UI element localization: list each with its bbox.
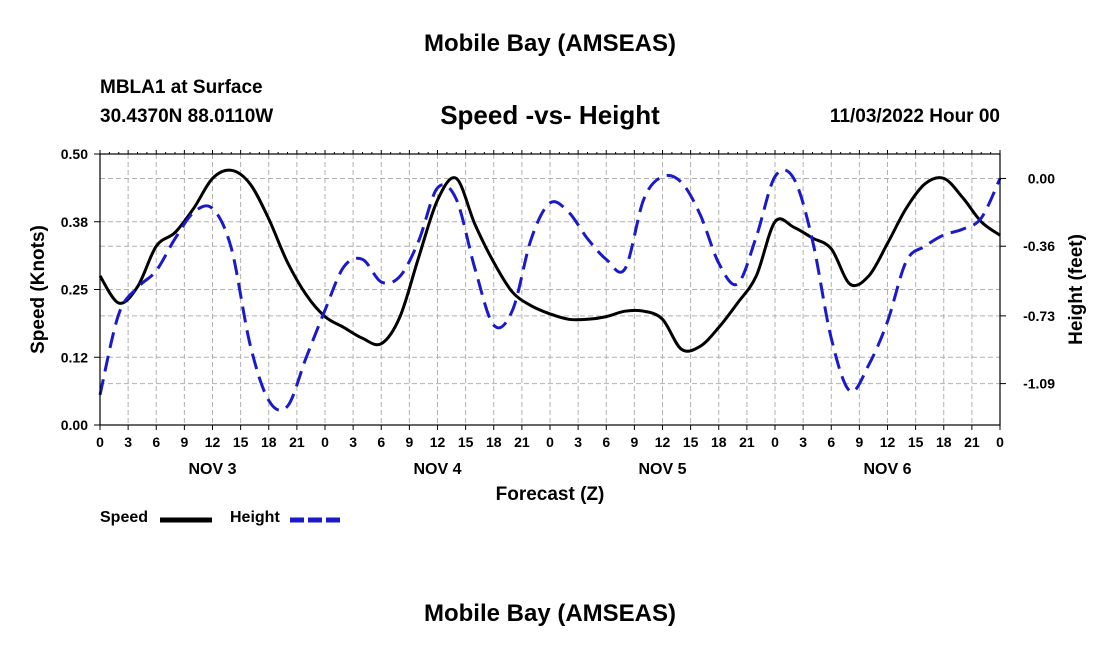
x-tick-label: 6 <box>827 434 835 450</box>
x-tick-label: 21 <box>964 434 980 450</box>
y2-tick-label: 0.00 <box>1028 170 1055 186</box>
series-group <box>98 168 1002 412</box>
x-tick-label: 18 <box>486 434 502 450</box>
x-tick-label: 18 <box>261 434 277 450</box>
x-tick-label: 15 <box>908 434 924 450</box>
y-axis-title: Speed (Knots) <box>28 225 49 354</box>
y-tick-label: 0.00 <box>61 417 88 433</box>
x-tick-label: 3 <box>124 434 132 450</box>
station-label: MBLA1 at Surface <box>100 77 263 98</box>
forecast-datetime: 11/03/2022 Hour 00 <box>829 106 1000 127</box>
legend-speed-label: Speed <box>100 509 149 526</box>
x-tick-label: 9 <box>180 434 188 450</box>
y-tick-label: 0.12 <box>61 349 88 365</box>
coordinates-label: 30.4370N 88.0110W <box>100 106 274 127</box>
x-tick-label: 15 <box>233 434 249 450</box>
x-tick-label: 21 <box>739 434 755 450</box>
page-title-repeat: Mobile Bay (AMSEAS) <box>423 600 677 627</box>
x-tick-label: 18 <box>936 434 952 450</box>
x-tick-label: 3 <box>799 434 807 450</box>
height-series-line <box>98 168 1002 412</box>
day-label: NOV 5 <box>638 461 686 478</box>
x-tick-label: 21 <box>289 434 305 450</box>
page-title: Mobile Bay (AMSEAS) <box>423 30 677 57</box>
chart-subtitle: Speed -vs- Height <box>440 100 660 130</box>
grid <box>100 154 1000 425</box>
x-tick-label: 12 <box>655 434 671 450</box>
x-tick-label: 0 <box>771 434 779 450</box>
x-tick-label: 6 <box>377 434 385 450</box>
x-axis-title: Forecast (Z) <box>496 484 605 505</box>
x-tick-label: 9 <box>855 434 863 450</box>
x-tick-label: 15 <box>458 434 474 450</box>
day-label: NOV 4 <box>413 461 461 478</box>
x-tick-label: 9 <box>405 434 413 450</box>
y2-tick-label: -0.36 <box>1023 238 1055 254</box>
speed-series-line <box>98 168 1001 353</box>
x-tick-label: 3 <box>574 434 582 450</box>
y2-tick-label: -0.73 <box>1023 308 1055 324</box>
x-tick-label: 12 <box>880 434 896 450</box>
x-tick-label: 0 <box>321 434 329 450</box>
x-tick-label: 0 <box>546 434 554 450</box>
x-tick-label: 15 <box>683 434 699 450</box>
axes: 0 3 6 9 12 15 18 21 0 3 6 9 12 15 18 21 0 3 6 9 12 15 18 21 0 3 6 9… <box>28 146 1087 505</box>
x-tick-label: 3 <box>349 434 357 450</box>
x-tick-label: 12 <box>430 434 446 450</box>
x-tick-label: 0 <box>96 434 104 450</box>
y-tick-label: 0.50 <box>61 146 88 162</box>
x-tick-label: 6 <box>602 434 610 450</box>
x-tick-label: 9 <box>630 434 638 450</box>
x-tick-label: 6 <box>152 434 160 450</box>
legend-height-label: Height <box>230 509 280 526</box>
y-tick-label: 0.25 <box>61 282 88 298</box>
x-tick-label: 18 <box>711 434 727 450</box>
y2-tick-label: -1.09 <box>1023 376 1055 392</box>
day-label: NOV 6 <box>863 461 911 478</box>
y-tick-label: 0.38 <box>61 214 88 230</box>
day-label: NOV 3 <box>188 461 236 478</box>
x-tick-label: 12 <box>205 434 221 450</box>
x-tick-label: 0 <box>996 434 1004 450</box>
x-tick-label: 21 <box>514 434 530 450</box>
y2-axis-title: Height (feet) <box>1066 234 1087 345</box>
